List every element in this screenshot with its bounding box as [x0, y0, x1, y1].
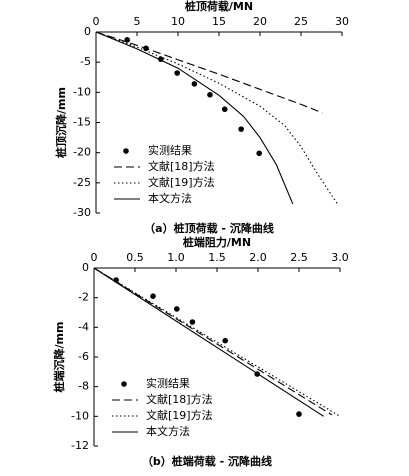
- legend-label: 文献[19]方法: [148, 175, 215, 189]
- legend-label: 本文方法: [146, 424, 190, 438]
- legend-label: 本文方法: [148, 191, 192, 205]
- x-tick-label: 2.5: [290, 251, 308, 264]
- data-point: [174, 306, 180, 312]
- y-tick-label: -20: [73, 146, 91, 159]
- y-tick-label: -2: [78, 291, 89, 304]
- data-point: [191, 81, 198, 87]
- y-axis-label: 桩端沉降/mm: [52, 322, 66, 393]
- y-tick-label: 0: [82, 261, 89, 274]
- x-tick-label: 10: [171, 15, 185, 28]
- data-point: [174, 70, 180, 76]
- data-point: [207, 91, 213, 98]
- y-tick-label: -5: [80, 55, 91, 68]
- legend-marker: [123, 148, 129, 154]
- series-line: [95, 31, 294, 205]
- x-tick-label: 1.0: [167, 251, 185, 264]
- y-tick-label: 0: [84, 25, 91, 38]
- data-point: [222, 337, 228, 344]
- chart-caption: （a）桩顶荷载 - 沉降曲线: [144, 221, 274, 235]
- series-line: [95, 31, 339, 205]
- series-line: [95, 31, 323, 114]
- y-tick-label: -6: [78, 350, 89, 363]
- legend-label: 文献[18]方法: [146, 392, 213, 406]
- data-point: [238, 126, 244, 132]
- x-tick-label: 5: [134, 15, 141, 28]
- data-point: [221, 106, 228, 113]
- x-axis-label: 桩端阻力/MN: [183, 235, 251, 249]
- legend-label: 文献[18]方法: [148, 159, 215, 173]
- x-tick-label: 0: [91, 251, 98, 264]
- x-tick-label: 2.0: [249, 251, 267, 264]
- series-line: [93, 267, 324, 417]
- x-tick-label: 0: [93, 15, 100, 28]
- data-point: [150, 293, 156, 299]
- data-point: [256, 150, 262, 157]
- x-tick-label: 30: [335, 15, 349, 28]
- y-axis-label: 桩顶沉降/mm: [54, 87, 68, 158]
- legend-marker: [121, 381, 127, 387]
- chart-caption: （b）桩端荷载 - 沉降曲线: [142, 454, 272, 468]
- x-tick-label: 1.5: [208, 251, 226, 264]
- y-tick-label: -4: [78, 320, 89, 333]
- legend-label: 文献[19]方法: [146, 408, 213, 422]
- x-tick-label: 20: [253, 15, 267, 28]
- legend-label: 实测结果: [148, 143, 192, 157]
- series-line: [93, 267, 333, 416]
- y-tick-label: -10: [71, 409, 89, 422]
- y-tick-label: -8: [78, 380, 89, 393]
- x-tick-label: 3.0: [331, 251, 349, 264]
- y-tick-label: -30: [73, 206, 91, 219]
- x-tick-label: 15: [212, 15, 226, 28]
- x-tick-label: 25: [294, 15, 308, 28]
- x-axis-label: 桩顶荷载/MN: [185, 0, 253, 13]
- y-tick-label: -12: [71, 439, 89, 452]
- x-tick-label: 0.5: [126, 251, 144, 264]
- legend-label: 实测结果: [146, 376, 190, 390]
- data-point: [296, 411, 302, 417]
- data-point: [189, 319, 196, 325]
- y-tick-label: -15: [73, 116, 91, 129]
- y-tick-label: -25: [73, 176, 91, 189]
- y-tick-label: -10: [73, 85, 91, 98]
